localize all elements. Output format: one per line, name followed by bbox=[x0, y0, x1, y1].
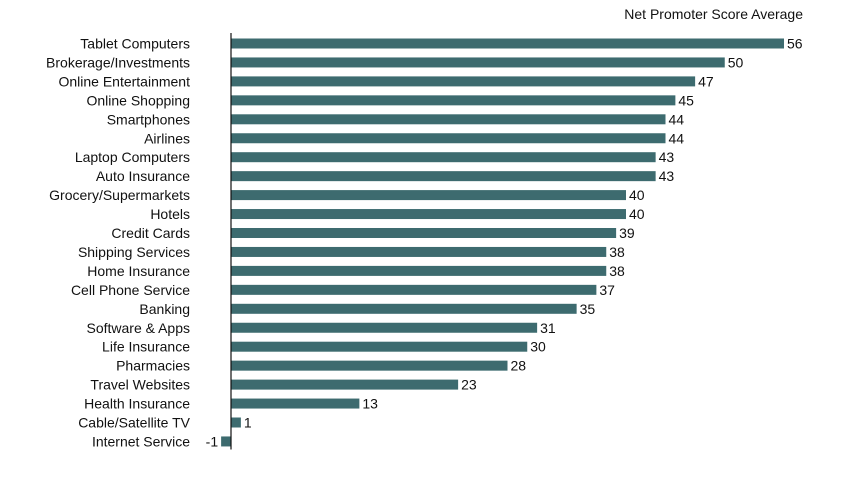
value-label-1: 50 bbox=[728, 54, 744, 70]
bar-1 bbox=[231, 57, 725, 68]
category-label-19: Health Insurance bbox=[84, 396, 190, 412]
value-label-18: 23 bbox=[461, 377, 477, 393]
category-label-12: Home Insurance bbox=[87, 263, 190, 279]
bar-19 bbox=[231, 398, 360, 409]
value-label-20: 1 bbox=[244, 415, 252, 431]
bar-10 bbox=[231, 228, 617, 238]
category-label-16: Life Insurance bbox=[102, 339, 190, 355]
category-label-18: Travel Websites bbox=[90, 377, 190, 393]
value-label-9: 40 bbox=[629, 206, 645, 222]
value-label-16: 30 bbox=[530, 339, 546, 355]
bar-4 bbox=[231, 114, 666, 125]
value-label-6: 43 bbox=[659, 149, 675, 165]
category-label-4: Smartphones bbox=[107, 111, 190, 127]
category-label-21: Internet Service bbox=[92, 433, 190, 449]
value-label-10: 39 bbox=[619, 225, 635, 241]
category-label-3: Online Shopping bbox=[86, 92, 190, 108]
bar-9 bbox=[231, 209, 626, 220]
value-label-7: 43 bbox=[659, 168, 675, 184]
category-label-13: Cell Phone Service bbox=[71, 282, 190, 298]
bar-7 bbox=[231, 171, 656, 182]
value-label-17: 28 bbox=[511, 358, 527, 374]
bar-5 bbox=[231, 133, 666, 144]
value-label-19: 13 bbox=[362, 396, 378, 412]
value-label-2: 47 bbox=[698, 73, 714, 89]
bar-2 bbox=[231, 76, 696, 87]
value-label-4: 44 bbox=[669, 111, 685, 127]
value-label-3: 45 bbox=[678, 92, 694, 108]
bar-11 bbox=[231, 246, 607, 257]
value-label-12: 38 bbox=[609, 263, 625, 279]
value-label-0: 56 bbox=[787, 36, 803, 52]
bar-8 bbox=[231, 190, 626, 201]
value-label-21: -1 bbox=[206, 433, 219, 449]
value-label-14: 35 bbox=[580, 301, 596, 317]
chart-title: Net Promoter Score Average bbox=[624, 6, 803, 22]
category-label-14: Banking bbox=[139, 301, 190, 317]
bar-12 bbox=[231, 265, 607, 276]
category-label-11: Shipping Services bbox=[78, 244, 190, 260]
category-label-20: Cable/Satellite TV bbox=[78, 415, 190, 431]
category-label-9: Hotels bbox=[150, 206, 190, 222]
category-label-10: Credit Cards bbox=[111, 225, 190, 241]
bar-18 bbox=[231, 379, 459, 390]
value-label-13: 37 bbox=[599, 282, 615, 298]
bar-3 bbox=[231, 95, 676, 106]
value-label-15: 31 bbox=[540, 320, 556, 336]
bar-21 bbox=[221, 436, 231, 447]
value-label-5: 44 bbox=[669, 130, 685, 146]
category-label-0: Tablet Computers bbox=[80, 36, 190, 52]
bar-20 bbox=[231, 417, 241, 428]
category-label-8: Grocery/Supermarkets bbox=[49, 187, 190, 203]
category-label-1: Brokerage/Investments bbox=[46, 54, 190, 70]
bar-14 bbox=[231, 303, 577, 314]
bar-6 bbox=[231, 152, 656, 163]
category-label-17: Pharmacies bbox=[116, 358, 190, 374]
bar-13 bbox=[231, 284, 597, 295]
bars-group bbox=[221, 38, 784, 447]
value-label-8: 40 bbox=[629, 187, 645, 203]
bar-16 bbox=[231, 341, 528, 352]
category-label-15: Software & Apps bbox=[86, 320, 190, 336]
category-labels: Tablet Computers Brokerage/Investments Onl… bbox=[46, 36, 191, 450]
bar-0 bbox=[231, 38, 784, 49]
value-label-11: 38 bbox=[609, 244, 625, 260]
bar-17 bbox=[231, 360, 508, 371]
bar-15 bbox=[231, 322, 538, 333]
category-label-2: Online Entertainment bbox=[58, 73, 190, 89]
category-label-6: Laptop Computers bbox=[75, 149, 190, 165]
category-label-5: Airlines bbox=[144, 130, 190, 146]
category-label-7: Auto Insurance bbox=[96, 168, 190, 184]
